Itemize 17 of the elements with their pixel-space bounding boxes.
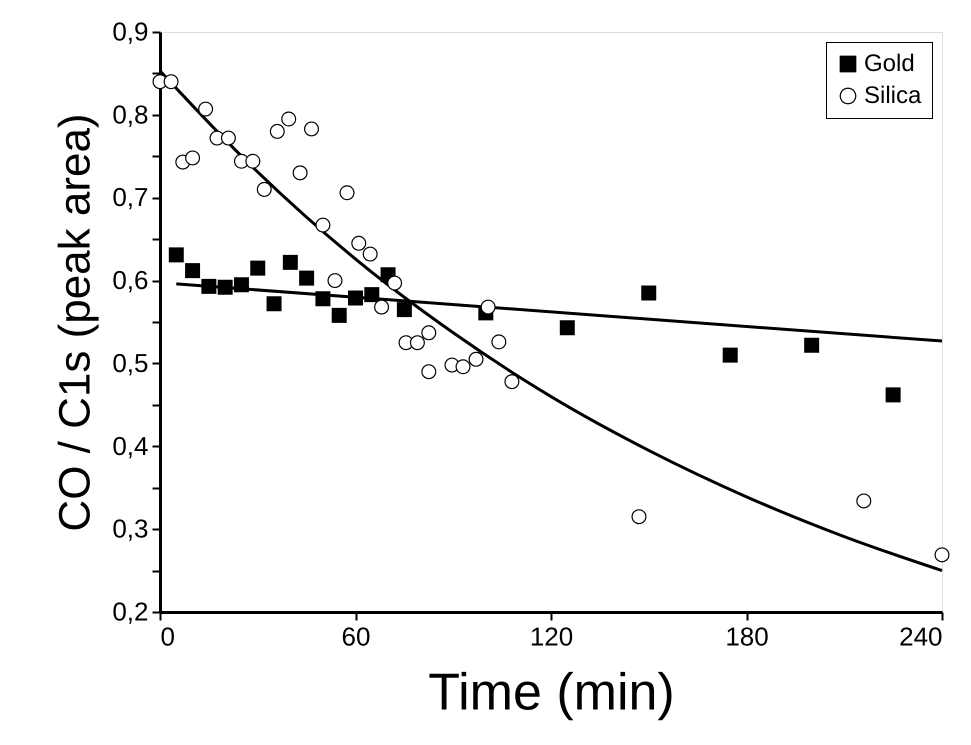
- legend-label: Silica: [864, 82, 922, 109]
- y-tick-label: 0,6: [112, 265, 148, 296]
- legend-label: Gold: [864, 50, 915, 77]
- y-tick-label: 0,3: [112, 514, 148, 544]
- x-tick-label: 0: [160, 622, 175, 652]
- y-tick-label: 0,9: [112, 16, 148, 46]
- y-tick-label: 0,2: [112, 596, 148, 626]
- x-tick-label: 240: [899, 622, 942, 652]
- y-axis-title: CO / C1s (peak area): [50, 113, 100, 532]
- y-tick-label: 0,4: [112, 430, 148, 461]
- x-tick-label: 120: [530, 622, 574, 652]
- x-tick-label: 60: [342, 622, 370, 652]
- y-tick-label: 0,5: [112, 348, 148, 378]
- y-tick-label: 0,8: [112, 99, 148, 130]
- y-tick-label: 0,7: [112, 182, 148, 212]
- x-axis-title: Time (min): [428, 664, 675, 722]
- x-tick-label: 180: [725, 622, 769, 652]
